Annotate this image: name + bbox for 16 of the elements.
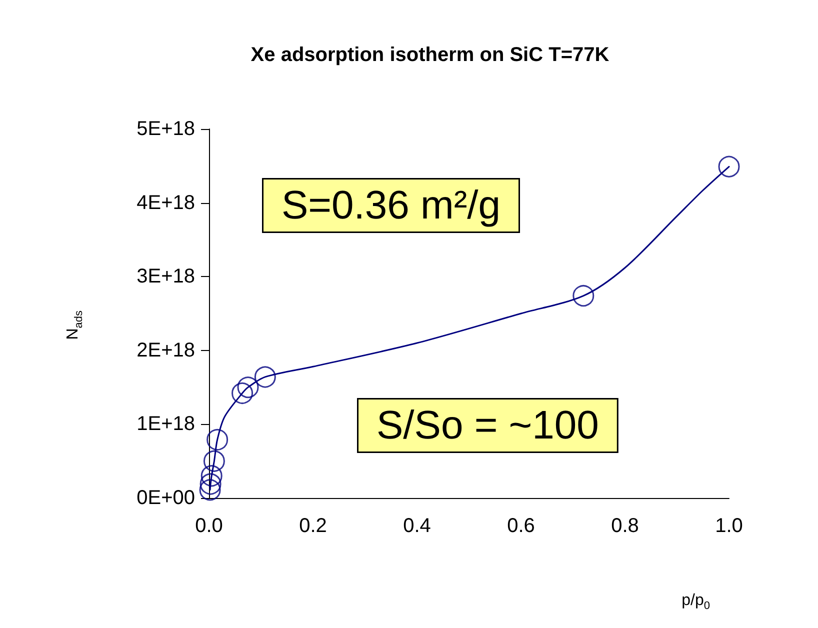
y-tick-label: 5E+18 <box>136 118 195 140</box>
x-tick-label: 1.0 <box>715 515 743 537</box>
x-tick-label: 0.4 <box>403 515 431 537</box>
x-axis-title: p/p$_{0}$ <box>682 592 710 612</box>
x-tick-label: 0.0 <box>195 515 223 537</box>
annotation: S=0.36 m²/g <box>282 184 501 228</box>
x-tick-label: 0.8 <box>611 515 639 537</box>
x-tick-label: 0.2 <box>299 515 327 537</box>
x-tick-label: 0.6 <box>507 515 535 537</box>
annotation: S/So = ~100 <box>376 404 599 448</box>
y-tick-label: 2E+18 <box>136 339 195 362</box>
y-tick-label: 4E+18 <box>136 192 195 214</box>
y-tick-label: 1E+18 <box>136 413 195 436</box>
chart-title: Xe adsorption isotherm on SiC T=77K <box>250 44 610 66</box>
y-tick-label: 3E+18 <box>136 266 195 288</box>
y-tick-label: 0E+00 <box>136 487 195 509</box>
